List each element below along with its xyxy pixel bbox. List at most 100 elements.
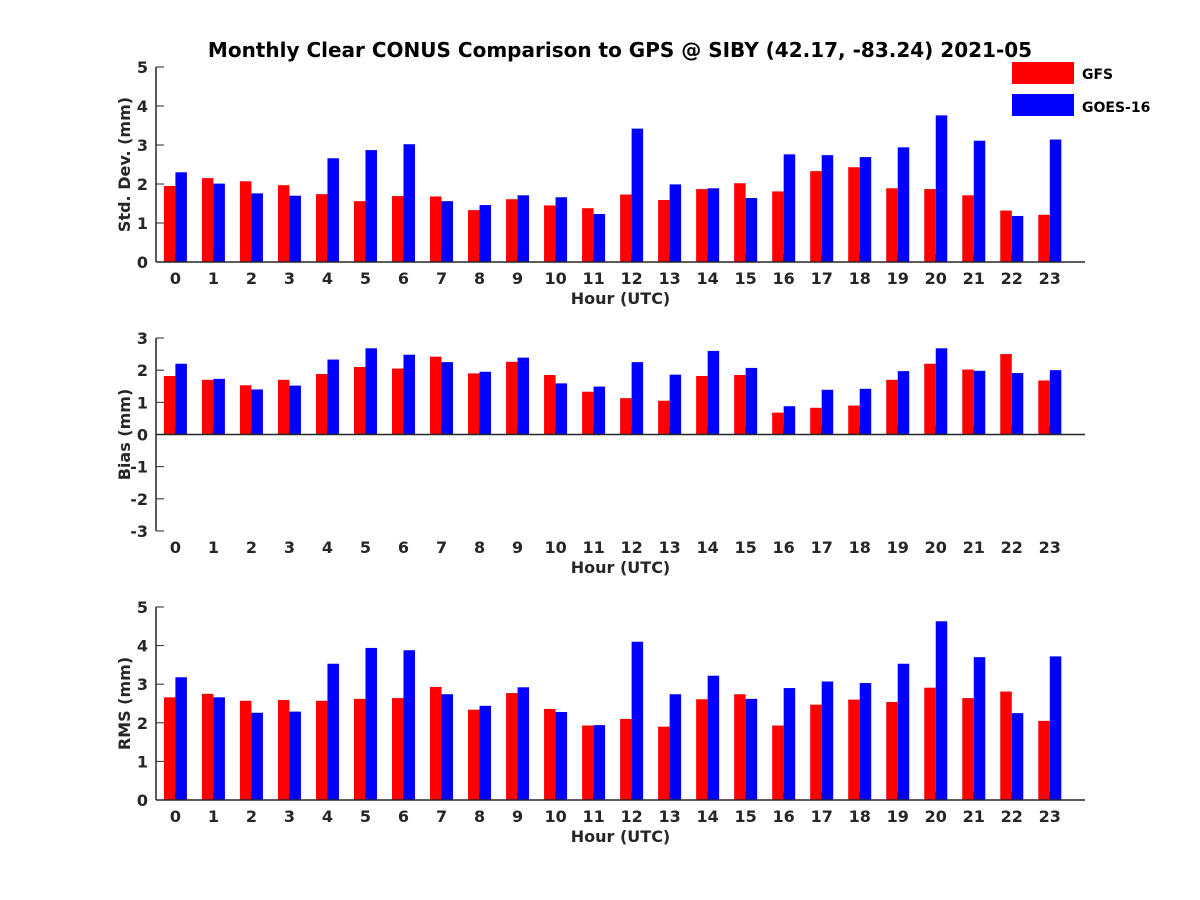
bias-xtick-label: 9 — [512, 538, 523, 557]
std-dev-xtick-label: 19 — [887, 269, 909, 288]
rms-bar-gfs-8 — [468, 709, 480, 800]
bias-bar-gfs-17 — [810, 407, 822, 435]
bias-bar-goes16-17 — [821, 389, 834, 435]
rms-bar-gfs-3 — [277, 700, 290, 800]
rms-bar-goes16-6 — [403, 650, 415, 800]
bias-bar-goes16-18 — [859, 388, 872, 435]
rms-bar-goes16-12 — [631, 641, 644, 800]
rms-bar-gfs-12 — [620, 718, 632, 800]
rms-xtick-label: 7 — [436, 807, 447, 826]
rms-xtick-label: 4 — [322, 807, 333, 826]
std-dev-bar-gfs-16 — [772, 191, 784, 262]
bias-xtick-label: 14 — [697, 538, 719, 557]
bias-ytick-label: -3 — [130, 522, 148, 541]
bias-bar-gfs-21 — [962, 369, 974, 435]
rms-ytick-label: 3 — [137, 675, 148, 694]
bias-xtick-label: 1 — [208, 538, 219, 557]
std-dev-bar-goes16-14 — [707, 188, 720, 262]
bias-bar-goes16-5 — [365, 348, 377, 435]
bias-xtick-label: 19 — [887, 538, 909, 557]
std-dev-xtick-label: 21 — [963, 269, 985, 288]
std-dev-bar-gfs-7 — [430, 196, 442, 262]
rms-xtick-label: 15 — [735, 807, 757, 826]
rms-ytick-label: 2 — [137, 714, 148, 733]
rms-bar-goes16-17 — [821, 681, 834, 800]
bias-bar-goes16-16 — [783, 406, 796, 435]
rms-bar-goes16-0 — [175, 677, 187, 800]
std-dev-xtick-label: 23 — [1039, 269, 1061, 288]
rms-bar-gfs-1 — [201, 693, 214, 800]
rms-xtick-label: 9 — [512, 807, 523, 826]
bias-bar-gfs-13 — [658, 400, 670, 435]
std-dev-ytick-label: 3 — [137, 136, 148, 155]
rms-ytick-label: 5 — [137, 598, 148, 617]
std-dev-xtick-label: 15 — [735, 269, 757, 288]
std-dev-bar-goes16-11 — [593, 214, 606, 262]
rms-bar-goes16-14 — [707, 675, 720, 800]
rms-bar-goes16-4 — [327, 663, 339, 800]
std-dev-bar-goes16-2 — [251, 193, 263, 262]
bias-bar-goes16-13 — [669, 374, 682, 435]
rms-xtick-label: 20 — [925, 807, 947, 826]
bias-bar-goes16-12 — [631, 362, 644, 435]
bias-bar-goes16-1 — [213, 378, 225, 435]
bias-xtick-label: 13 — [658, 538, 680, 557]
std-dev-bar-goes16-19 — [897, 147, 910, 262]
std-dev-bar-goes16-4 — [327, 158, 339, 262]
rms-ytick-label: 4 — [137, 637, 148, 656]
std-dev-ytick-label: 5 — [137, 58, 148, 77]
rms-bar-gfs-6 — [392, 698, 404, 800]
std-dev-bar-gfs-20 — [924, 189, 936, 262]
bias-xtick-label: 4 — [322, 538, 333, 557]
rms-bar-gfs-23 — [1038, 720, 1050, 800]
legend: GFS GOES-16 — [1012, 62, 1150, 116]
std-dev-xtick-label: 0 — [170, 269, 181, 288]
rms-bar-goes16-9 — [517, 687, 530, 800]
std-dev-bar-gfs-0 — [163, 185, 176, 262]
bias-xtick-label: 17 — [811, 538, 833, 557]
bias-xtick-label: 5 — [360, 538, 371, 557]
rms-bar-goes16-1 — [213, 697, 225, 800]
bias-bar-gfs-3 — [277, 379, 290, 435]
rms-xtick-label: 8 — [474, 807, 485, 826]
bias-xtick-label: 10 — [544, 538, 566, 557]
bias-ytick-label: -2 — [130, 490, 148, 509]
rms-bar-goes16-11 — [593, 725, 606, 800]
std-dev-xtick-label: 1 — [208, 269, 219, 288]
std-dev-bar-goes16-7 — [441, 201, 454, 262]
bias-bar-goes16-15 — [745, 367, 758, 435]
rms-y-axis-label: RMS (mm) — [115, 657, 134, 750]
std-dev-bar-goes16-1 — [213, 183, 225, 262]
bias-bar-goes16-19 — [897, 371, 910, 435]
std-dev-ytick-label: 0 — [137, 253, 148, 272]
bias-xtick-label: 2 — [246, 538, 257, 557]
bias-bar-gfs-10 — [544, 374, 556, 435]
bias-bar-gfs-18 — [848, 405, 860, 435]
bias-bar-gfs-11 — [582, 391, 594, 435]
std-dev-xtick-label: 11 — [582, 269, 604, 288]
bias-bar-gfs-2 — [239, 385, 252, 435]
rms-bar-gfs-4 — [315, 700, 328, 800]
rms-xtick-label: 10 — [544, 807, 566, 826]
rms-bar-gfs-10 — [544, 708, 556, 800]
rms-xtick-label: 18 — [849, 807, 871, 826]
std-dev-bar-gfs-6 — [392, 196, 404, 262]
std-dev-bar-gfs-19 — [886, 188, 898, 262]
bias-ytick-label: 1 — [137, 393, 148, 412]
std-dev-bar-gfs-17 — [810, 171, 822, 262]
rms-bar-gfs-14 — [696, 699, 708, 800]
bias-bar-gfs-23 — [1038, 380, 1050, 435]
bias-ytick-label: -1 — [130, 458, 148, 477]
std-dev-bar-goes16-18 — [859, 157, 872, 262]
rms-bar-goes16-10 — [555, 711, 568, 800]
rms-bar-gfs-17 — [810, 704, 822, 800]
bias-xtick-label: 21 — [963, 538, 985, 557]
bias-xtick-label: 8 — [474, 538, 485, 557]
std-dev-bar-goes16-22 — [1011, 215, 1024, 262]
rms-xtick-label: 6 — [398, 807, 409, 826]
std-dev-bar-goes16-12 — [631, 128, 644, 262]
std-dev-xtick-label: 9 — [512, 269, 523, 288]
